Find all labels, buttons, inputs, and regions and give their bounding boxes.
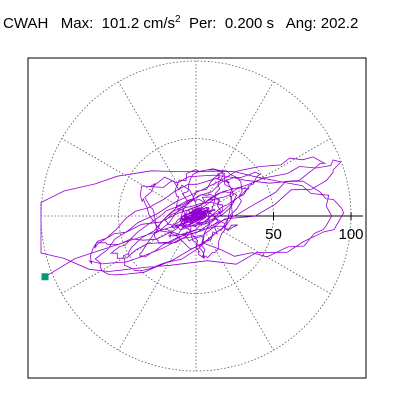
orbit-trace [40, 156, 345, 278]
plot-frame [27, 57, 367, 379]
max-unit: cm/s [143, 15, 176, 32]
grid-spoke-330 [195, 215, 331, 294]
end-marker [41, 273, 49, 281]
grid-spoke-120 [118, 81, 197, 217]
station-code: CWAH [3, 15, 49, 32]
radial-tick-label-100: 100 [338, 226, 363, 243]
grid-spoke-210 [61, 215, 197, 294]
chart-title: CWAH Max: 101.2 cm/s2 Per: 0.200 s Ang: … [3, 14, 358, 36]
max-value: 101.2 [101, 15, 140, 32]
max-unit-exponent: 2 [175, 14, 181, 25]
radial-axis: 50 100 [196, 212, 364, 243]
grid-spoke-60 [195, 81, 274, 217]
end-marker-group [41, 273, 49, 281]
ang-value: 202.2 [320, 15, 359, 32]
max-label: Max: [60, 15, 94, 32]
ang-label: Ang: [285, 15, 317, 32]
per-label: Per: [188, 15, 217, 32]
per-value: 0.200 [224, 15, 263, 32]
per-unit: s [266, 15, 275, 32]
orbit-trace-path [40, 156, 345, 278]
radial-tick-label-50: 50 [265, 226, 282, 243]
